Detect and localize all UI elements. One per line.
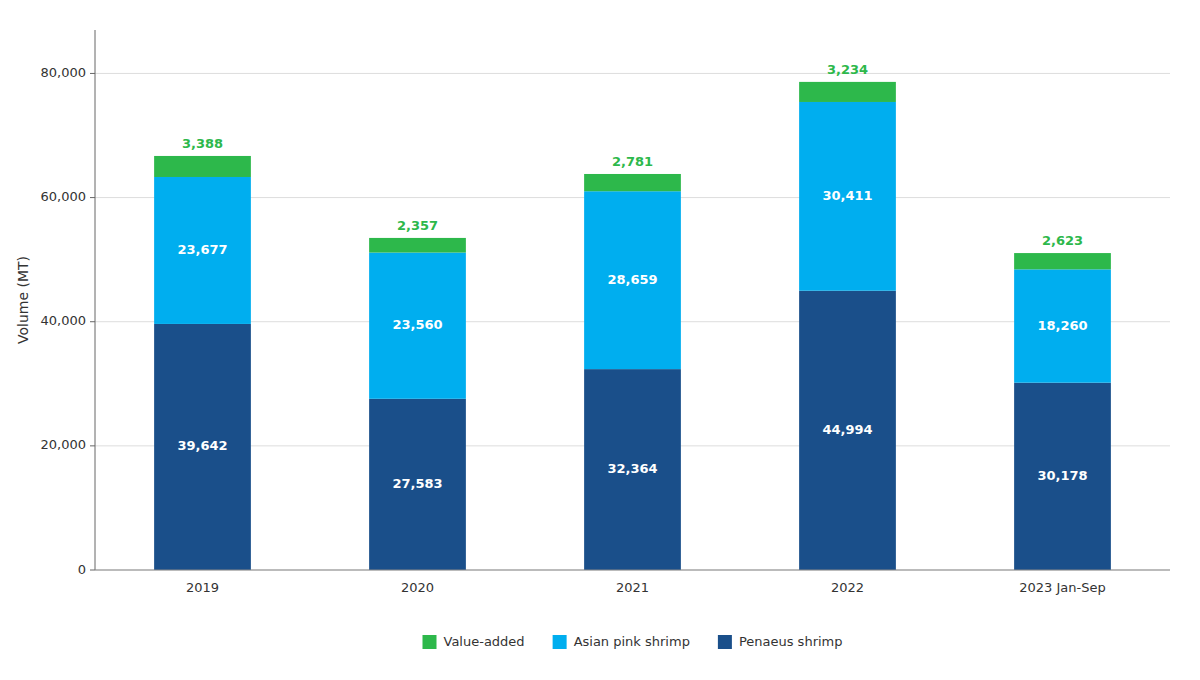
legend-label: Value-added bbox=[444, 634, 525, 649]
bar-segment bbox=[584, 191, 681, 369]
legend-item: Asian pink shrimp bbox=[553, 634, 690, 650]
bar-segment bbox=[369, 238, 466, 253]
bar-segment bbox=[154, 177, 251, 324]
bars bbox=[154, 82, 1111, 570]
data-label: 39,642 bbox=[177, 438, 227, 453]
x-tick-label: 2022 bbox=[831, 580, 864, 595]
y-tick-label: 20,000 bbox=[41, 437, 87, 452]
y-tick bbox=[90, 321, 95, 322]
y-axis: 0 20,000 40,000 60,000 80,000 bbox=[41, 30, 96, 577]
bar-segment bbox=[799, 102, 896, 291]
bar-segment bbox=[1014, 269, 1111, 382]
y-tick bbox=[90, 445, 95, 446]
data-label: 18,260 bbox=[1037, 318, 1087, 333]
y-axis-line bbox=[95, 30, 96, 570]
data-label: 3,234 bbox=[827, 62, 868, 77]
data-labels: 39,642 27,583 32,364 44,994 30,178 23,677 23,5… bbox=[177, 62, 1087, 491]
data-label: 44,994 bbox=[822, 422, 872, 437]
grid bbox=[95, 73, 1170, 570]
x-tick-label: 2021 bbox=[616, 580, 649, 595]
y-tick bbox=[90, 570, 95, 571]
data-label: 2,623 bbox=[1042, 233, 1083, 248]
legend-item: Value-added bbox=[423, 634, 525, 650]
bar-segment bbox=[1014, 253, 1111, 269]
bar-segment bbox=[799, 82, 896, 102]
legend-swatch bbox=[423, 635, 437, 649]
bar-segment bbox=[1014, 383, 1111, 570]
data-label: 23,560 bbox=[392, 317, 442, 332]
legend-label: Asian pink shrimp bbox=[574, 634, 690, 649]
x-axis-line bbox=[95, 570, 1170, 571]
y-tick bbox=[90, 73, 95, 74]
y-tick-label: 0 bbox=[78, 562, 86, 577]
data-label: 28,659 bbox=[607, 272, 657, 287]
legend-label: Penaeus shrimp bbox=[739, 634, 843, 649]
y-tick bbox=[90, 197, 95, 198]
data-label: 23,677 bbox=[177, 242, 227, 257]
data-label: 30,411 bbox=[822, 188, 872, 203]
y-tick-label: 40,000 bbox=[41, 313, 87, 328]
y-tick-label: 80,000 bbox=[41, 65, 87, 80]
bar-segment bbox=[799, 291, 896, 570]
data-label: 32,364 bbox=[607, 461, 657, 476]
bar-segment bbox=[369, 399, 466, 570]
bar-segment bbox=[369, 253, 466, 399]
x-tick-label: 2023 Jan-Sep bbox=[1019, 580, 1105, 595]
bar-segment bbox=[584, 369, 681, 570]
legend-swatch bbox=[718, 635, 732, 649]
chart: 0 20,000 40,000 60,000 80,000 Volume (MT) 39,6… bbox=[0, 0, 1200, 680]
x-tick-label: 2019 bbox=[186, 580, 219, 595]
x-tick-label: 2020 bbox=[401, 580, 434, 595]
bar-segment bbox=[154, 156, 251, 177]
legend-swatch bbox=[553, 635, 567, 649]
data-label: 3,388 bbox=[182, 136, 223, 151]
data-label: 2,781 bbox=[612, 154, 653, 169]
x-axis: 2019 2020 2021 2022 2023 Jan-Sep bbox=[95, 570, 1170, 595]
data-label: 27,583 bbox=[392, 476, 442, 491]
y-axis-label: Volume (MT) bbox=[15, 256, 31, 344]
bar-segment bbox=[584, 174, 681, 191]
data-label: 2,357 bbox=[397, 218, 438, 233]
bar-segment bbox=[154, 324, 251, 570]
y-tick-label: 60,000 bbox=[41, 189, 87, 204]
legend: Value-added Asian pink shrimp Penaeus shri… bbox=[423, 634, 843, 650]
legend-item: Penaeus shrimp bbox=[718, 634, 843, 650]
grid-line bbox=[95, 570, 1170, 571]
grid-line bbox=[95, 73, 1170, 74]
data-label: 30,178 bbox=[1037, 468, 1087, 483]
